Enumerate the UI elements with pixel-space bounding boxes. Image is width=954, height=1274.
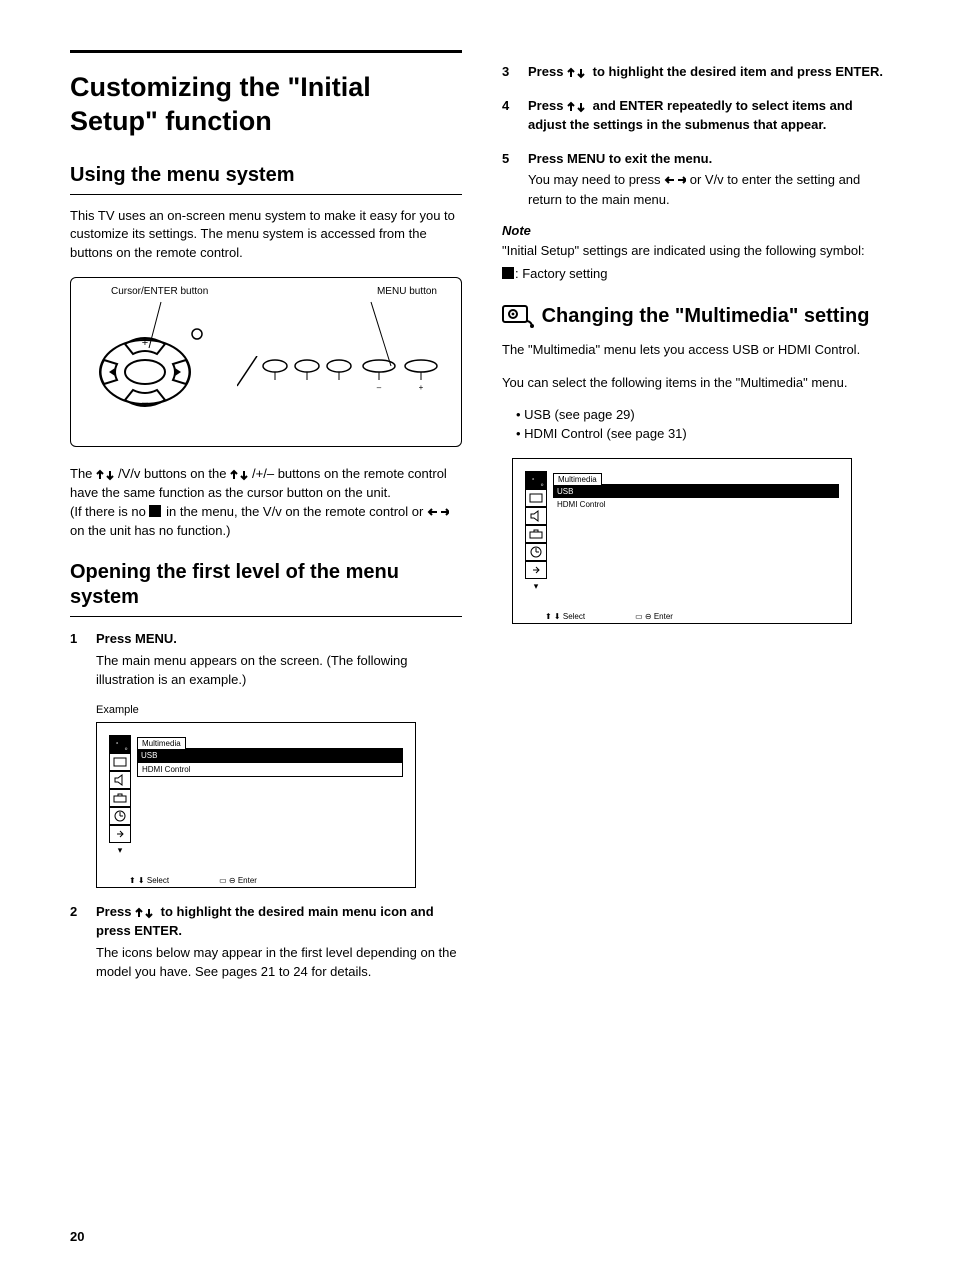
leader-menu: MENU button	[377, 286, 437, 297]
osd-icon-av	[525, 471, 547, 489]
osd1-caption: Example	[96, 704, 462, 716]
osd2-line2: HDMI Control	[553, 498, 839, 511]
osd-diagram-2: ▾ Multimedia USB HDMI Control ⬆ ⬇ Select…	[512, 458, 852, 624]
step-4-num: 4	[502, 96, 518, 135]
step-3: 3 Press to highlight the desired item an…	[502, 62, 894, 82]
main-title: Customizing the "Initial Setup" function	[70, 71, 462, 139]
small-circle-icon	[191, 328, 203, 340]
osd-icon-return	[109, 825, 131, 843]
av-items-intro: You can select the following items in th…	[502, 374, 894, 393]
up-down-arrow-icon	[230, 468, 252, 481]
navpad-icon: + –	[97, 332, 193, 412]
osd1-hint-right: Enter	[238, 876, 257, 885]
osd-icon-toolbox	[525, 525, 547, 543]
black-square-icon	[149, 505, 162, 518]
button-row-icon: – +	[237, 356, 447, 406]
step-1: 1 Press MENU. The main menu appears on t…	[70, 629, 462, 690]
osd-icon-more: ▾	[109, 845, 131, 856]
note-symbol-line: : Factory setting	[502, 265, 894, 284]
osd-diagram-1: ▾ Multimedia USB HDMI Control ⬆ ⬇ Select…	[96, 722, 416, 888]
svg-text:–: –	[142, 397, 149, 409]
section-using-menu: Using the menu system	[70, 163, 462, 195]
left-right-arrow-icon	[427, 506, 449, 519]
step-4: 4 Press and ENTER repeatedly to select i…	[502, 96, 894, 135]
up-down-arrow-icon	[567, 66, 589, 79]
step-5: 5 Press MENU to exit the menu. You may n…	[502, 149, 894, 210]
osd-icon-sound	[525, 507, 547, 525]
up-down-arrow-icon	[135, 906, 157, 919]
step-2-head: Press to highlight the desired main menu…	[96, 902, 462, 941]
osd2-tab: Multimedia	[553, 473, 602, 485]
osd2-line1: USB	[553, 485, 839, 498]
step-4-head: Press and ENTER repeatedly to select ite…	[528, 96, 894, 135]
step-5-sub: You may need to press or V/v to enter th…	[528, 170, 894, 209]
right-column: 3 Press to highlight the desired item an…	[502, 50, 894, 996]
svg-text:–: –	[377, 383, 382, 392]
step-1-sub: The main menu appears on the screen. (Th…	[96, 651, 462, 690]
av-heading-text: Changing the "Multimedia" setting	[542, 305, 870, 327]
step-1-num: 1	[70, 629, 86, 690]
step-5-num: 5	[502, 149, 518, 210]
osd1-line1: USB	[137, 749, 403, 762]
osd1-line2: HDMI Control	[137, 762, 403, 777]
av-screen-icon	[502, 304, 536, 328]
step-3-head: Press to highlight the desired item and …	[528, 62, 894, 82]
left-right-arrow-icon	[664, 174, 686, 187]
step-1-head: Press MENU.	[96, 629, 462, 649]
page: Customizing the "Initial Setup" function…	[0, 0, 954, 1274]
osd-icon-more: ▾	[525, 581, 547, 592]
note-symbol-text: : Factory setting	[515, 266, 607, 281]
osd1-hint-left: Select	[147, 876, 169, 885]
osd1-iconcol: ▾	[109, 735, 131, 875]
osd1-tab: Multimedia	[137, 737, 186, 749]
av-item-1: HDMI Control (see page 31)	[524, 426, 687, 441]
osd-icon-clock	[525, 543, 547, 561]
osd2-hint-right: Enter	[654, 612, 673, 621]
svg-text:+: +	[419, 383, 424, 392]
up-down-arrow-icon	[567, 100, 589, 113]
osd-icon-toolbox	[109, 789, 131, 807]
osd2-hint: ⬆ ⬇ Select ▭ ⊖ Enter	[535, 612, 851, 621]
osd-icon-clock	[109, 807, 131, 825]
svg-text:+: +	[142, 337, 148, 349]
section-opening-first-level: Opening the first level of the menu syst…	[70, 560, 462, 617]
av-para: The "Multimedia" menu lets you access US…	[502, 341, 894, 360]
note-text: "Initial Setup" settings are indicated u…	[502, 242, 894, 261]
osd1-hint: ⬆ ⬇ Select ▭ ⊖ Enter	[119, 876, 415, 885]
unit-diagram: Cursor/ENTER button MENU button + –	[70, 277, 462, 447]
up-down-arrow-icon	[96, 468, 118, 481]
osd-icon-picture	[525, 489, 547, 507]
osd-icon-picture	[109, 753, 131, 771]
step-2: 2 Press to highlight the desired main me…	[70, 902, 462, 982]
black-square-icon	[502, 267, 515, 280]
osd2-iconcol: ▾	[525, 471, 547, 611]
av-items-list: • USB (see page 29) • HDMI Control (see …	[502, 406, 894, 444]
page-number: 20	[70, 1229, 84, 1244]
section1-para: This TV uses an on-screen menu system to…	[70, 207, 462, 264]
step-2-sub: The icons below may appear in the first …	[96, 943, 462, 982]
cursor-note: The /V/v buttons on the /+/– buttons on …	[70, 465, 462, 540]
osd-icon-sound	[109, 771, 131, 789]
leader-enter: Cursor/ENTER button	[111, 286, 208, 297]
top-rule	[70, 50, 462, 53]
step-3-num: 3	[502, 62, 518, 82]
av-heading: Changing the "Multimedia" setting	[502, 304, 894, 335]
osd-icon-return	[525, 561, 547, 579]
left-column: Customizing the "Initial Setup" function…	[70, 50, 462, 996]
note-heading: Note	[502, 223, 894, 238]
osd-icon-av	[109, 735, 131, 753]
step-2-num: 2	[70, 902, 86, 982]
step-5-head: Press MENU to exit the menu.	[528, 149, 894, 169]
av-item-0: USB (see page 29)	[524, 407, 635, 422]
two-column-layout: Customizing the "Initial Setup" function…	[70, 50, 894, 996]
osd2-hint-left: Select	[563, 612, 585, 621]
